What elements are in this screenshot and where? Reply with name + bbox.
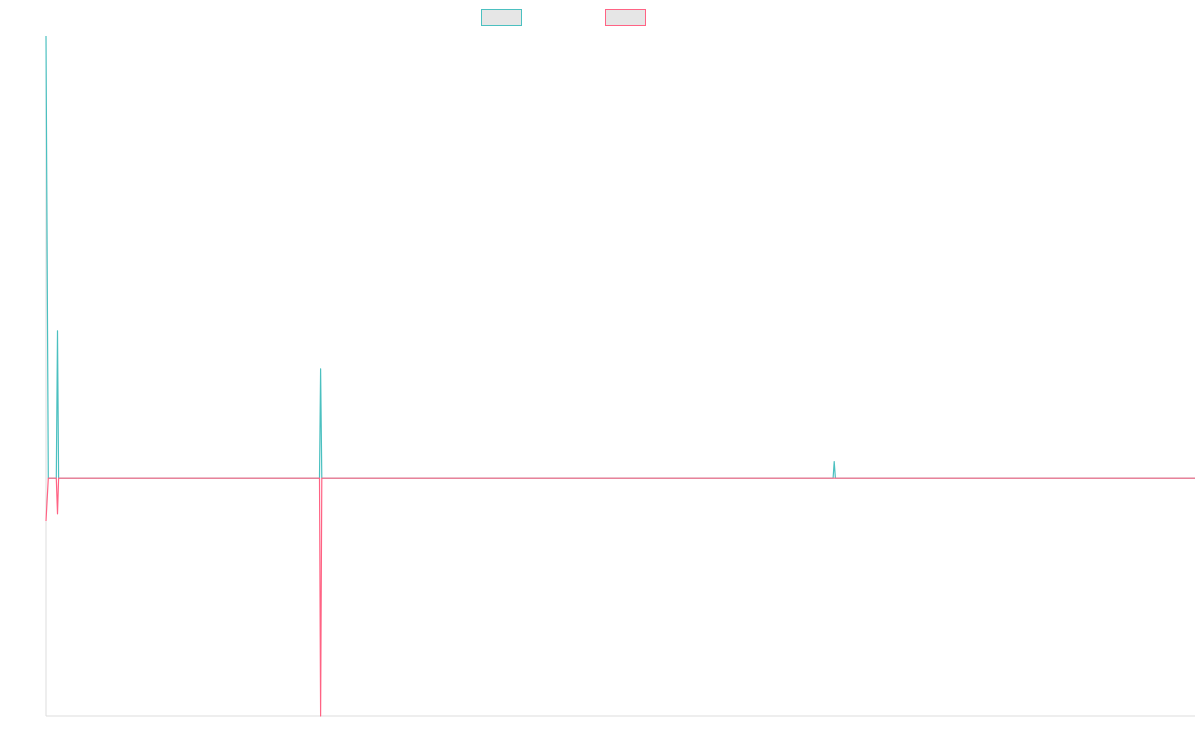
legend-swatch-2[interactable] (605, 9, 646, 26)
series-line-2 (45, 477, 1195, 717)
legend (481, 9, 646, 26)
axes (45, 36, 1195, 717)
legend-swatch-1[interactable] (481, 9, 522, 26)
series-lines (45, 35, 1195, 717)
series-line-1 (45, 35, 1195, 479)
